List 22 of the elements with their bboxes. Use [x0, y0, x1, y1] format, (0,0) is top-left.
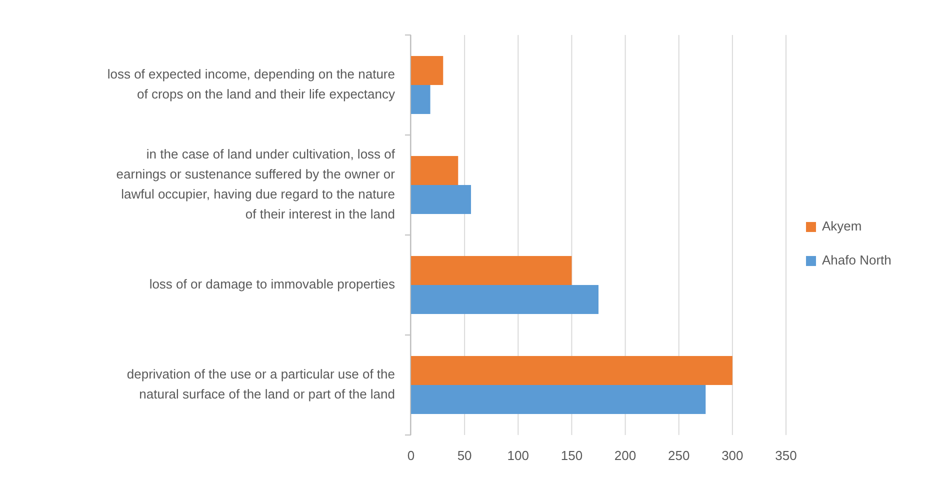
- x-tick-label: 100: [507, 448, 529, 463]
- y-tick-label: loss of or damage to immovable properties: [149, 276, 396, 292]
- legend-label: Akyem: [822, 218, 862, 234]
- bar: [411, 185, 471, 214]
- x-tick-label: 300: [722, 448, 744, 463]
- bar: [411, 285, 598, 314]
- x-tick-label: 50: [457, 448, 472, 463]
- legend-label: Ahafo North: [822, 252, 892, 268]
- bar: [411, 385, 706, 414]
- x-tick-label: 250: [668, 448, 690, 463]
- x-tick-label: 200: [614, 448, 636, 463]
- x-tick-label: 350: [775, 448, 797, 463]
- y-tick-label: in the case of land under cultivation, loss of earnings or sustenance suffered by the owner or lawful occupier, having due regard to the nature of their interest in the land: [116, 146, 396, 222]
- y-tick-label: loss of expected income, depending on the nature of crops on the land and their life expectancy: [107, 66, 396, 102]
- x-tick-label: 0: [407, 448, 415, 463]
- y-tick-label: deprivation of the use or a particular use of the natural surface of the land or part of the land: [126, 366, 395, 402]
- x-tick-label: 150: [560, 448, 583, 463]
- bar: [411, 56, 444, 85]
- bar: [411, 256, 572, 285]
- bar: [411, 156, 458, 185]
- bar: [411, 356, 732, 385]
- bar: [411, 85, 430, 114]
